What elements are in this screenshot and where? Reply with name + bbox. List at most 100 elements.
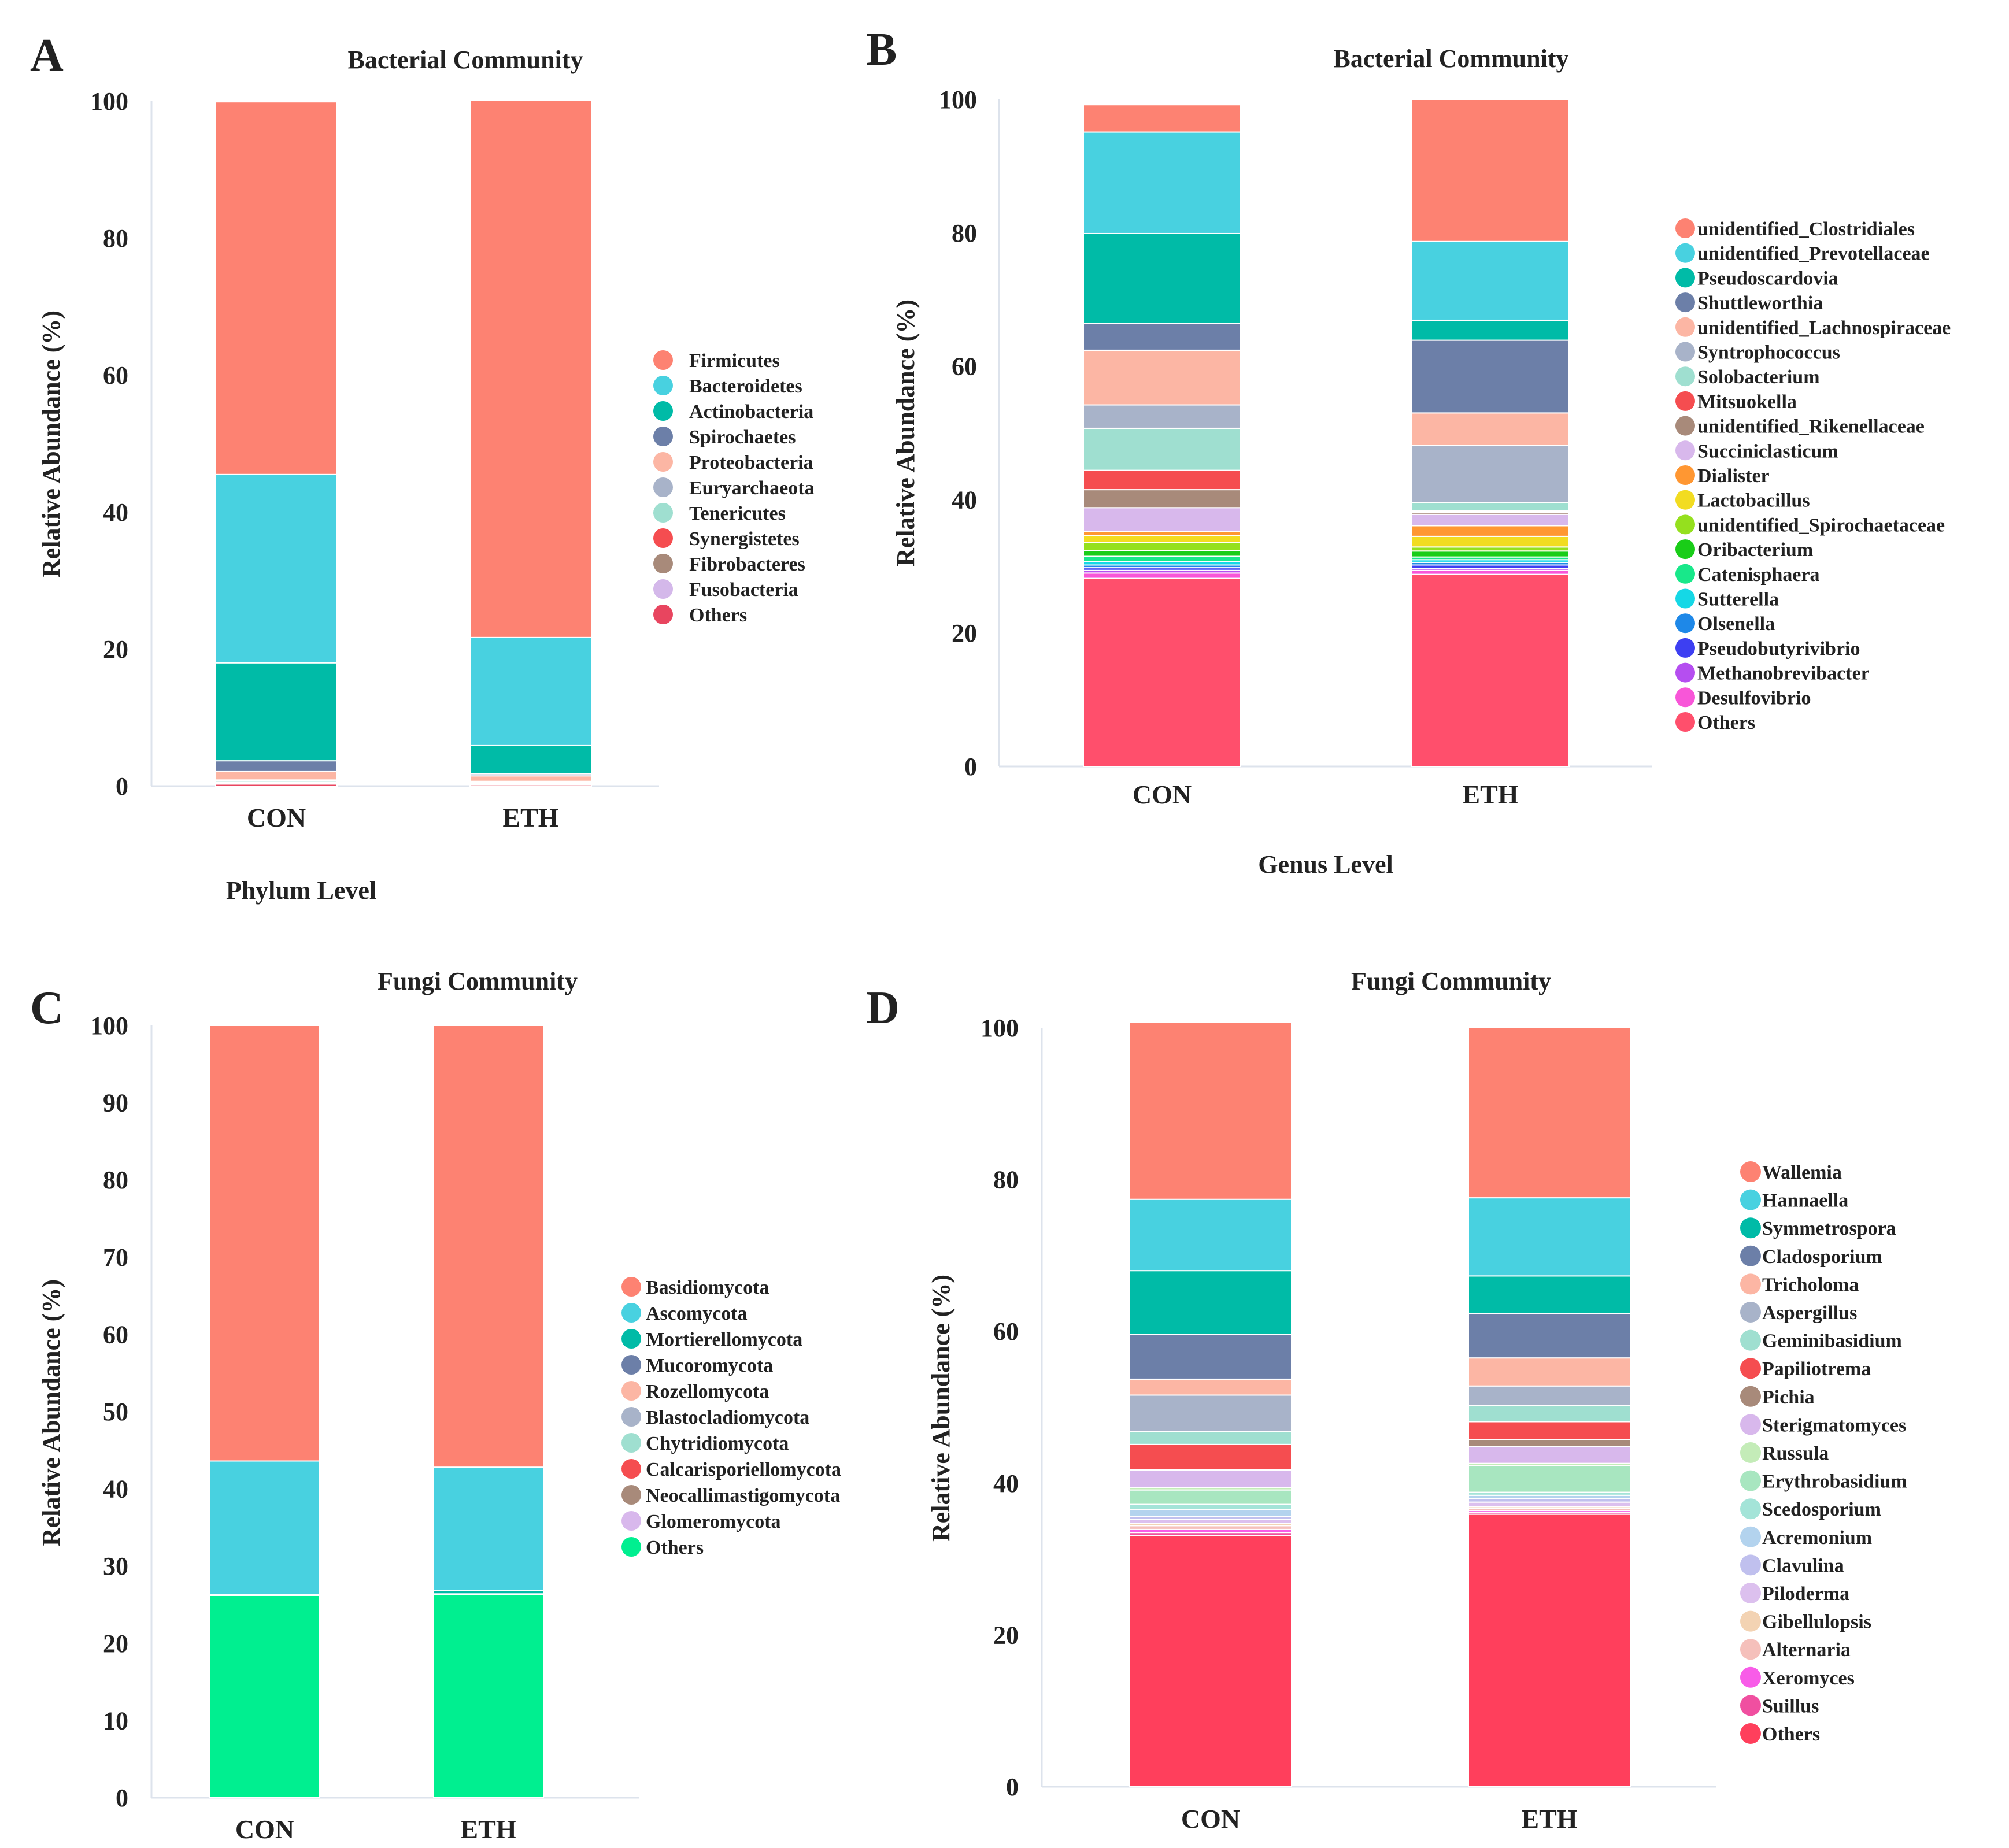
legend-marker xyxy=(653,350,673,370)
bar-segment xyxy=(1411,240,1570,321)
legend-marker xyxy=(1675,292,1695,313)
legend-marker xyxy=(621,1433,641,1453)
legend-marker xyxy=(1675,243,1695,263)
chart-title: Bacterial Community xyxy=(1334,45,1569,73)
legend-label: Lactobacillus xyxy=(1697,490,1810,512)
legend-label: Others xyxy=(689,605,747,626)
legend-marker xyxy=(653,427,673,446)
y-axis-label: Relative Abundance (%) xyxy=(927,1275,955,1542)
legend-label: Sutterella xyxy=(1697,589,1779,610)
bar-segment xyxy=(1083,131,1241,234)
legend-marker xyxy=(1675,416,1695,436)
legend-marker xyxy=(621,1537,641,1557)
legend-marker xyxy=(1740,1302,1761,1323)
y-tick-label: 60 xyxy=(103,361,128,390)
legend-label: Russula xyxy=(1762,1443,1829,1464)
legend-label: Bacteroidetes xyxy=(689,376,802,397)
bar-segment xyxy=(215,760,338,772)
legend-marker xyxy=(1675,465,1695,485)
y-tick-label: 100 xyxy=(90,1012,128,1040)
legend-label: Mitsuokella xyxy=(1697,391,1797,413)
bar-segment xyxy=(1083,577,1241,768)
legend-label: Suillus xyxy=(1762,1695,1819,1717)
legend-marker xyxy=(653,401,673,421)
y-tick-label: 60 xyxy=(103,1320,128,1349)
legend-label: Pseudoscardovia xyxy=(1697,268,1838,289)
legend-label: unidentified_Rikenellaceae xyxy=(1697,416,1925,438)
legend-marker xyxy=(1740,1610,1761,1632)
bar-segment xyxy=(1083,507,1241,532)
legend-label: Neocallimastigomycota xyxy=(646,1485,840,1506)
chart-title: Fungi Community xyxy=(1351,967,1551,995)
y-tick-label: 100 xyxy=(939,86,977,114)
legend-marker xyxy=(1675,638,1695,658)
bar-segment xyxy=(1411,445,1570,503)
category-label: CON xyxy=(235,1814,294,1844)
legend-marker xyxy=(1740,1666,1761,1688)
bar-segment xyxy=(1411,573,1570,767)
panel-c: C Fungi Community 0 10 20 30 40 50 60 70 80 90 100 Re… xyxy=(30,967,841,1844)
legend-label: Gibellulopsis xyxy=(1762,1612,1871,1633)
legend-marker xyxy=(621,1277,641,1297)
legend-marker xyxy=(1675,218,1695,238)
legend-marker xyxy=(1675,490,1695,510)
y-tick-label: 40 xyxy=(952,486,977,514)
legend-label: Pichia xyxy=(1762,1387,1815,1408)
panel-d: D Fungi Community 0 20 40 60 80 100 Relative Abu… xyxy=(866,967,1907,1834)
legend-label: Symmetrospora xyxy=(1762,1218,1896,1239)
bar-segment xyxy=(1468,1446,1631,1464)
legend-label: unidentified_Prevotellaceae xyxy=(1697,243,1930,265)
y-tick-label: 20 xyxy=(103,1630,128,1658)
y-axis-label: Relative Abundance (%) xyxy=(37,1279,65,1546)
y-tick-label: 10 xyxy=(103,1706,128,1735)
y-tick-label: 80 xyxy=(103,1166,128,1194)
bar-segment xyxy=(1129,1489,1292,1505)
legend-label: Spirochaetes xyxy=(689,427,796,448)
bar-segment xyxy=(215,770,338,781)
bar-segment xyxy=(1468,1357,1631,1387)
bar-segment xyxy=(1411,319,1570,341)
bar-segment xyxy=(1129,1535,1292,1787)
legend-marker xyxy=(1675,588,1695,609)
bar-segment xyxy=(1083,572,1241,579)
legend-label: Succiniclasticum xyxy=(1697,440,1838,462)
legend-label: Methanobrevibacter xyxy=(1697,663,1870,684)
bar-segment xyxy=(209,1594,320,1799)
legend-marker xyxy=(653,477,673,497)
bar-segment xyxy=(1083,542,1241,551)
legend-marker xyxy=(1675,391,1695,411)
legend-marker xyxy=(1740,1358,1761,1379)
legend-label: Olsenella xyxy=(1697,613,1775,635)
legend-marker xyxy=(621,1511,641,1531)
bar-segment xyxy=(1468,1501,1631,1508)
bar-segment xyxy=(1468,1313,1631,1359)
legend-marker xyxy=(1675,564,1695,584)
bar-segment xyxy=(433,1594,544,1799)
legend-label: Others xyxy=(1762,1724,1820,1745)
y-tick-label: 0 xyxy=(1006,1773,1019,1801)
legend-marker xyxy=(1675,317,1695,337)
legend-marker xyxy=(1675,514,1695,535)
bar-segment xyxy=(1083,104,1241,133)
legend-marker xyxy=(621,1303,641,1323)
legend-label: Sterigmatomyces xyxy=(1762,1414,1906,1436)
legend-label: Firmicutes xyxy=(689,350,780,372)
y-tick-label: 0 xyxy=(116,772,128,801)
legend-marker xyxy=(653,605,673,624)
bar-segment xyxy=(1411,525,1570,537)
y-axis-label: Relative Abundance (%) xyxy=(891,299,920,566)
panel-b: B Bacterial Community 0 20 40 60 80 100 Relative… xyxy=(866,24,1951,879)
legend-label: Wallemia xyxy=(1762,1162,1842,1183)
bar-segment xyxy=(1411,550,1570,558)
category-label: CON xyxy=(247,803,306,832)
y-tick-label: 30 xyxy=(103,1552,128,1580)
legend-label: Catenisphaera xyxy=(1697,564,1820,586)
bar-segment xyxy=(1129,1509,1292,1517)
legend-label: Erythrobasidium xyxy=(1762,1471,1907,1493)
legend-label: Pseudobutyrivibrio xyxy=(1697,638,1860,660)
legend-marker xyxy=(1675,366,1695,387)
legend-label: Chytridiomycota xyxy=(646,1433,789,1454)
bar-segment xyxy=(469,744,592,775)
legend-marker xyxy=(1740,1273,1761,1295)
legend-marker xyxy=(1740,1498,1761,1520)
